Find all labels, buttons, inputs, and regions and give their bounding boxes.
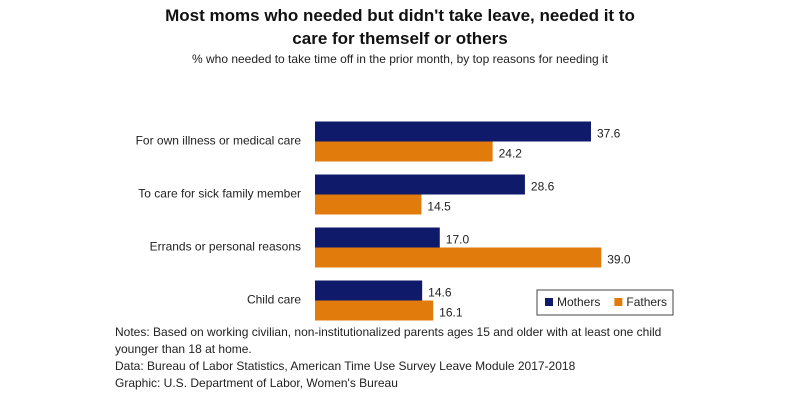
legend-label: Fathers	[626, 295, 667, 309]
value-label: 39.0	[607, 253, 631, 267]
bar	[315, 300, 434, 321]
category-label: Child care	[247, 293, 301, 307]
bar	[315, 121, 591, 142]
value-label: 17.0	[446, 233, 470, 247]
value-label: 14.6	[428, 286, 452, 300]
notes: Notes: Based on working civilian, non-in…	[115, 324, 685, 392]
value-label: 14.5	[427, 200, 451, 214]
bar	[315, 227, 440, 248]
value-label: 16.1	[439, 306, 463, 320]
bar	[315, 247, 602, 268]
category-label: Errands or personal reasons	[150, 240, 301, 254]
category-label: For own illness or medical care	[136, 134, 302, 148]
bar	[315, 174, 525, 195]
bar	[315, 141, 493, 162]
bar	[315, 280, 423, 301]
legend-box	[536, 289, 674, 316]
note-line: Notes: Based on working civilian, non-in…	[115, 325, 662, 356]
category-label: To care for sick family member	[138, 187, 301, 201]
note-line: Data: Bureau of Labor Statistics, Americ…	[115, 359, 576, 373]
legend-swatch	[614, 298, 623, 306]
value-label: 24.2	[499, 147, 523, 161]
chart-subtitle: % who needed to take time off in the pri…	[191, 52, 609, 66]
note-line: Graphic: U.S. Department of Labor, Women…	[115, 376, 398, 390]
value-label: 28.6	[531, 180, 555, 194]
legend-swatch	[545, 298, 553, 306]
legend-label: Mothers	[557, 295, 600, 309]
chart-title: Most moms who needed but didn't take lea…	[165, 6, 635, 48]
value-label: 37.6	[597, 127, 621, 141]
bar	[315, 194, 422, 215]
